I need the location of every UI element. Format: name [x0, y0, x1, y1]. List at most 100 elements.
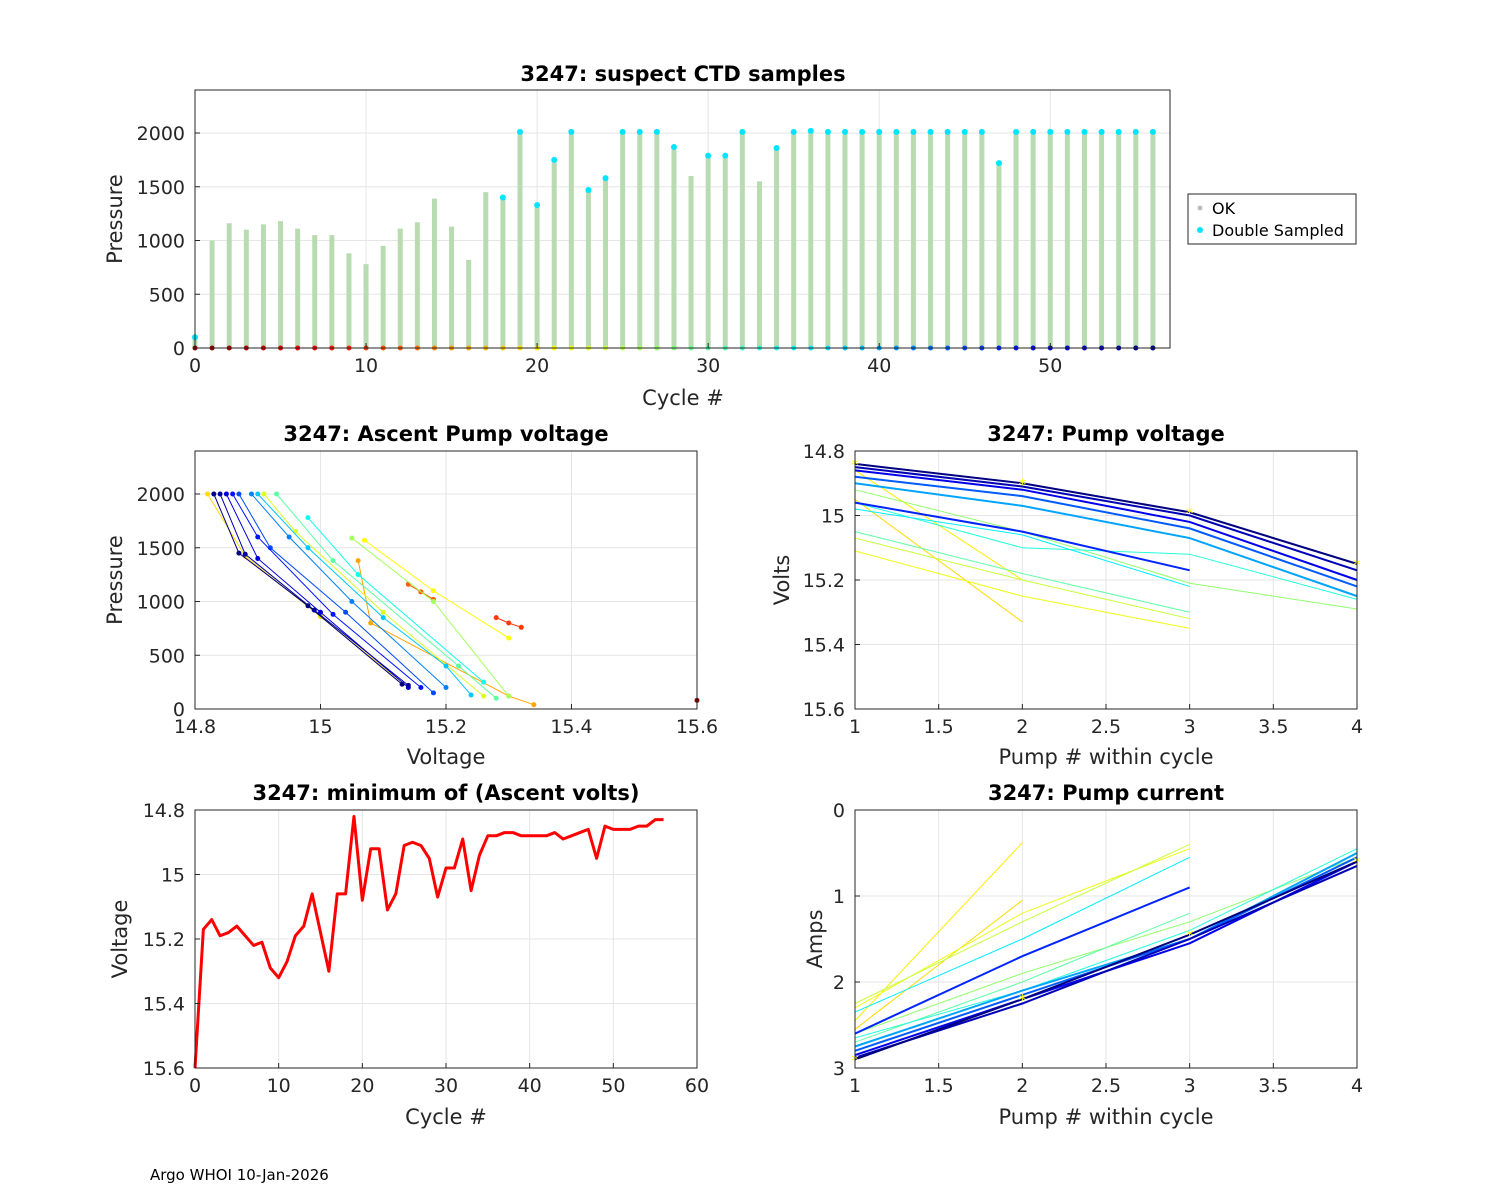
double-sampled-point [568, 128, 575, 135]
x-tick-label: 3 [1184, 716, 1196, 738]
ascent-sample-point [380, 615, 386, 621]
double-sampled-point [978, 128, 985, 135]
double-sampled-point [961, 128, 968, 135]
double-sampled-point [534, 202, 541, 209]
x-tick-label: 30 [696, 355, 720, 377]
y-tick-label: 15.2 [143, 929, 185, 951]
ascent-sample-point [468, 692, 474, 698]
x-tick-label: 2 [1016, 716, 1028, 738]
x-tick-label: 30 [434, 1075, 458, 1097]
double-sampled-point [1149, 128, 1156, 135]
ascent-sample-point [506, 620, 512, 626]
ascent-sample-point [430, 588, 436, 594]
ascent-sample-point [518, 624, 524, 630]
double-sampled-point [944, 128, 951, 135]
ascent-sample-point [481, 679, 487, 685]
ascent-sample-point [361, 537, 367, 543]
ascent-sample-point [430, 599, 436, 604]
x-tick-label: 14.8 [174, 716, 216, 738]
min-voltage-line [193, 814, 664, 1069]
double-sampled-point [585, 186, 592, 193]
chart-title: 3247: minimum of (Ascent volts) [252, 781, 639, 805]
y-tick-label: 500 [149, 645, 185, 667]
pump-profile-line [854, 482, 1358, 598]
pump-profile-line [854, 462, 1358, 565]
double-sampled-point [1013, 128, 1020, 135]
ascent-sample-point [261, 491, 267, 497]
ascent-profile-line [351, 537, 510, 697]
latest-cycle-marker: * [1186, 927, 1194, 945]
ascent-sample-point [399, 681, 405, 687]
ascent-sample-point [430, 690, 436, 696]
pump-profile-line [854, 469, 1358, 581]
ascent-sample-point [305, 603, 311, 609]
double-sampled-point [995, 160, 1002, 167]
double-sampled-point [824, 128, 831, 135]
ascent-sample-point [506, 635, 512, 641]
ascent-profile-line [364, 539, 510, 639]
x-tick-label: 15.6 [676, 716, 718, 738]
minimum-ascent-volts-chart: 0 10 20 30 40 50 60 14.8 15 15.2 15.4 15.6 3247: mi… [108, 781, 709, 1129]
y-tick-label: 15.2 [803, 570, 845, 592]
y-axis-label: Volts [770, 555, 794, 606]
y-tick-label: 14.8 [143, 800, 185, 822]
double-sampled-point [653, 128, 660, 135]
x-tick-label: 1.5 [924, 1075, 954, 1097]
x-tick-label: 1.5 [924, 716, 954, 738]
ascent-sample-point [205, 491, 211, 497]
ascent-sample-point [343, 609, 349, 615]
ascent-sample-point [456, 663, 462, 669]
double-sampled-point [499, 194, 506, 201]
double-sampled-point [1132, 128, 1139, 135]
x-tick-label: 2.5 [1091, 1075, 1121, 1097]
y-axis-label: Pressure [103, 535, 127, 625]
x-axis-label: Pump # within cycle [999, 745, 1214, 769]
double-sampled-point [842, 128, 848, 135]
pump-profile-line [854, 852, 1358, 1048]
double-sampled-point [1064, 128, 1071, 135]
ascent-sample-point [481, 693, 487, 699]
ascent-profile-line [213, 493, 403, 685]
y-tick-label: 0 [833, 800, 845, 822]
double-sampled-point [1030, 128, 1037, 135]
ascent-sample-point [248, 491, 254, 497]
ascent-sample-point [242, 551, 248, 557]
x-axis-label: Cycle # [642, 386, 724, 410]
ascent-sample-point [355, 572, 361, 578]
ascent-sample-point [255, 491, 261, 497]
double-sampled-point [927, 128, 934, 135]
double-sampled-point [739, 128, 746, 135]
x-tick-label: 20 [525, 355, 549, 377]
x-tick-label: 3.5 [1258, 716, 1288, 738]
x-axis-label: Pump # within cycle [999, 1105, 1214, 1129]
y-tick-label: 15.4 [143, 994, 185, 1016]
x-tick-label: 1 [849, 1075, 861, 1097]
ascent-sample-point [418, 685, 424, 690]
double-sampled-point [790, 128, 797, 135]
y-tick-label: 3 [833, 1058, 845, 1080]
y-tick-label: 15.6 [143, 1058, 185, 1080]
x-tick-label: 3.5 [1258, 1075, 1288, 1097]
ascent-profile-line [232, 493, 422, 688]
y-tick-label: 14.8 [803, 441, 845, 463]
pump-profile-line [854, 842, 1023, 1022]
ascent-profile-line [219, 493, 409, 686]
y-tick-label: 500 [149, 284, 185, 306]
pump-profile-line [854, 498, 1023, 623]
x-tick-label: 20 [350, 1075, 374, 1097]
chart-title: 3247: Pump current [988, 781, 1224, 805]
ascent-sample-point [330, 558, 336, 564]
latest-cycle-marker: * [1019, 475, 1027, 493]
double-sampled-point [876, 128, 883, 135]
ascent-sample-point [274, 491, 280, 497]
double-sampled-point [517, 128, 523, 135]
ascent-sample-point [223, 491, 229, 497]
x-tick-label: 40 [867, 355, 891, 377]
ascent-profile-line [225, 493, 409, 688]
y-tick-label: 1500 [137, 538, 185, 560]
pump-profile-line [854, 843, 1190, 1004]
ascent-sample-point [380, 609, 386, 615]
y-tick-label: 15.6 [803, 699, 845, 721]
latest-cycle-marker: * [1186, 504, 1194, 522]
